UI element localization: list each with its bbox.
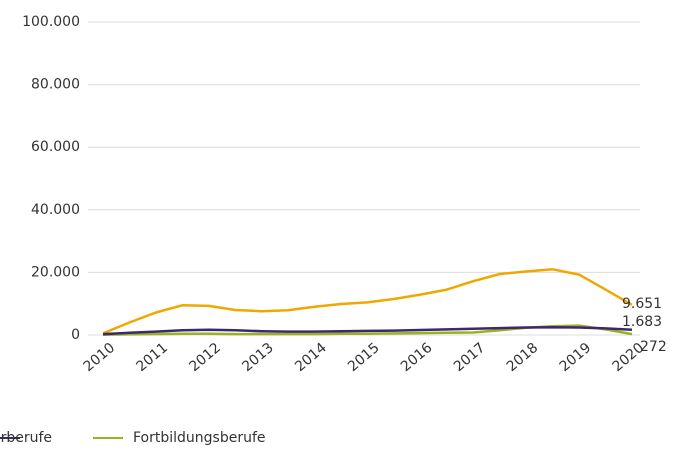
y-tick-label: 40.000 bbox=[31, 202, 80, 218]
series-line bbox=[102, 325, 633, 336]
y-tick-label: 80.000 bbox=[31, 77, 80, 93]
x-tick-label: 2018 bbox=[504, 340, 542, 375]
x-tick-label: 2013 bbox=[239, 340, 277, 375]
y-tick-label: 20.000 bbox=[31, 264, 80, 280]
x-tick-label: 2012 bbox=[186, 340, 224, 375]
y-tick-label: 0 bbox=[71, 327, 80, 343]
x-tick-label: 2011 bbox=[133, 340, 171, 375]
y-tick-label: 100.000 bbox=[22, 14, 80, 30]
x-tick-label: 2010 bbox=[81, 340, 119, 375]
end-label: 1.683 bbox=[622, 314, 662, 330]
x-tick-label: 2015 bbox=[345, 340, 383, 375]
x-tick-label: 2019 bbox=[557, 340, 595, 375]
x-tick-label: 2017 bbox=[451, 340, 489, 375]
legend-label: rberufe bbox=[1, 430, 52, 446]
y-tick-label: 60.000 bbox=[31, 139, 80, 155]
legend-label: Fortbildungsberufe bbox=[133, 430, 266, 446]
series-line bbox=[102, 268, 633, 335]
end-label: 9.651 bbox=[622, 296, 662, 312]
x-tick-label: 2014 bbox=[292, 340, 330, 375]
x-tick-label: 2016 bbox=[398, 340, 436, 375]
end-label: 272 bbox=[640, 339, 667, 355]
